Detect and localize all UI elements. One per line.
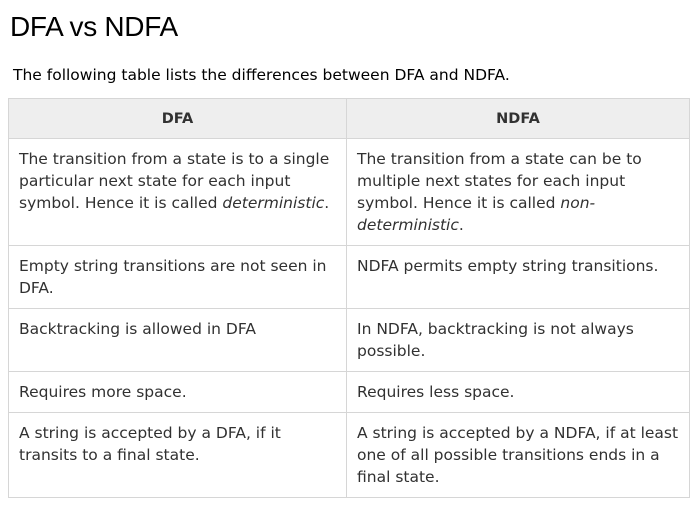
ndfa-cell: In NDFA, backtracking is not always poss… <box>346 308 690 372</box>
dfa-cell: Requires more space. <box>8 371 347 413</box>
dfa-cell: The transition from a state is to a sing… <box>8 138 347 246</box>
dfa-cell: A string is accepted by a DFA, if it tra… <box>8 412 347 498</box>
cell-emphasis: non-deterministic <box>357 194 596 234</box>
intro-text: The following table lists the difference… <box>13 66 510 84</box>
table-row: Requires more space. Requires less space… <box>8 371 690 413</box>
table-row: Empty string transitions are not seen in… <box>8 245 690 309</box>
cell-text: The transition from a state can be to mu… <box>357 150 642 212</box>
page-title: DFA vs NDFA <box>10 11 178 42</box>
table-row: A string is accepted by a DFA, if it tra… <box>8 412 690 498</box>
dfa-cell: Backtracking is allowed in DFA <box>8 308 347 372</box>
ndfa-cell: NDFA permits empty string transitions. <box>346 245 690 309</box>
column-header-dfa: DFA <box>8 98 347 139</box>
table-header-row: DFA NDFA <box>8 98 690 139</box>
cell-text: The transition from a state is to a sing… <box>19 150 330 212</box>
ndfa-cell: Requires less space. <box>346 371 690 413</box>
table-row: The transition from a state is to a sing… <box>8 138 690 246</box>
cell-text-end: . <box>324 194 330 212</box>
table-row: Backtracking is allowed in DFA In NDFA, … <box>8 308 690 372</box>
cell-emphasis: deterministic <box>222 194 325 212</box>
dfa-cell: Empty string transitions are not seen in… <box>8 245 347 309</box>
comparison-table: DFA NDFA The transition from a state is … <box>8 98 690 498</box>
column-header-ndfa: NDFA <box>346 98 690 139</box>
ndfa-cell: A string is accepted by a NDFA, if at le… <box>346 412 690 498</box>
ndfa-cell: The transition from a state can be to mu… <box>346 138 690 246</box>
cell-text-end: . <box>458 216 464 234</box>
